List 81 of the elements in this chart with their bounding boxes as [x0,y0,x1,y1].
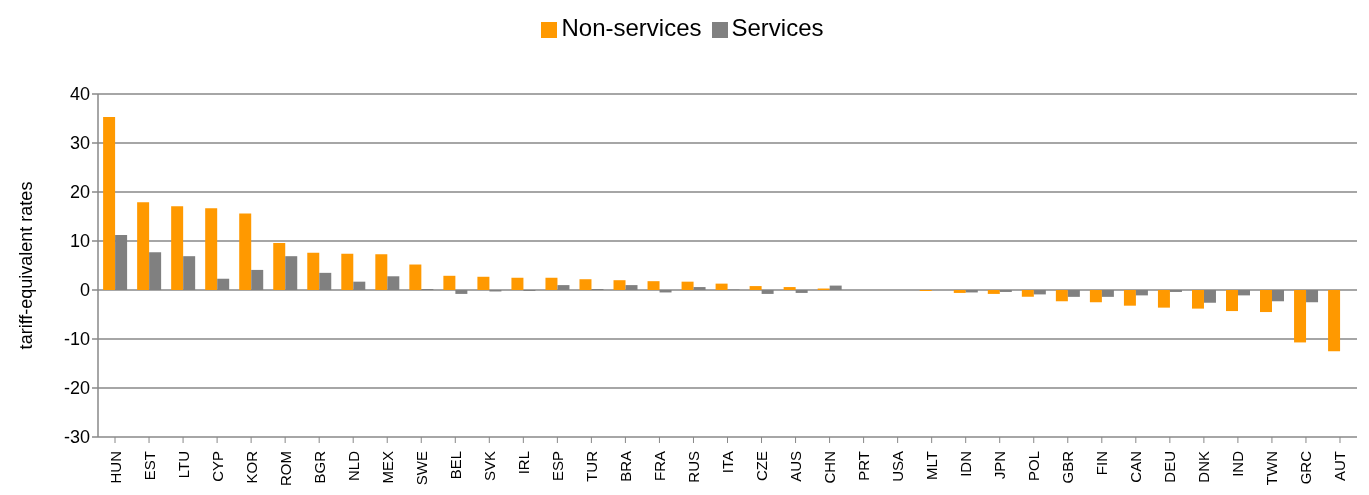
x-tick-label: TUR [582,450,600,482]
x-tick-label: FIN [1093,451,1111,476]
x-tick-label: DNK [1195,451,1213,483]
x-tick-label: HUN [106,451,124,484]
x-tick-label: SWE [412,451,430,486]
bar [953,290,966,293]
bar [137,202,150,290]
x-tick-label: CYP [208,451,226,482]
bar [1157,290,1170,308]
bar [1328,290,1341,352]
x-tick-label: MLT [923,451,941,480]
bar [987,290,1000,294]
y-tick-label: -10 [63,329,90,350]
bar [341,253,354,290]
y-tick-label: 0 [79,280,90,301]
x-tick-label: SVK [480,451,498,482]
bar [1294,290,1307,343]
x-tick-label: IDN [957,451,975,477]
x-tick-label: USA [889,451,907,482]
x-tick-label: NLD [344,450,362,482]
bar [647,281,660,290]
y-tick-label: -20 [63,378,90,399]
x-tick-label: ESP [548,451,566,482]
x-tick-label: JPN [991,451,1009,480]
bar [307,252,320,290]
bar [749,286,762,290]
x-tick-label: ITA [719,451,736,474]
bar [171,206,184,290]
x-tick-label: KOR [242,450,260,484]
y-tick-label: 30 [69,133,90,154]
x-tick-label: POL [1025,451,1043,482]
x-tick-label: IRL [514,451,532,475]
x-tick-label: CZE [753,451,771,481]
bar [239,213,252,290]
x-tick-label: TWN [1263,451,1281,486]
bar [545,277,558,290]
y-tick-label: 40 [69,84,90,105]
bar [1191,290,1204,309]
bar [409,264,422,290]
x-tick-label: LTU [174,451,192,479]
x-tick-label: GRC [1297,450,1315,485]
bar [1260,290,1273,313]
x-tick-label: EST [140,451,158,481]
bar [511,277,524,290]
bar [1123,290,1136,306]
bar [715,283,728,290]
bar [783,287,796,290]
bar [681,281,694,290]
x-tick-label: DEU [1161,451,1179,483]
x-tick-label: PRT [855,451,873,481]
x-tick-label: CAN [1127,451,1145,483]
bar [1021,290,1034,297]
legend-label: Services [731,14,824,41]
x-tick-label: GBR [1059,450,1077,484]
x-tick-label: BGR [310,450,328,484]
y-tick-label: 10 [69,231,90,252]
bar [477,276,490,290]
x-tick-label: CHN [821,451,839,484]
legend-label: Non-services [561,14,702,41]
x-tick-label: MEX [378,451,396,484]
x-tick-label: BEL [446,451,464,480]
bar [443,275,456,290]
y-axis-title: tariff-equivalent rates [16,181,37,350]
bar [103,117,116,290]
y-tick-label: 20 [69,182,90,203]
bar [375,254,388,290]
bar [1226,290,1238,312]
x-tick-label: IND [1229,450,1247,477]
y-tick-label: -30 [63,427,90,448]
x-tick-label: ROM [276,451,294,486]
x-tick-label: AUT [1331,451,1349,481]
x-tick-label: BRA [616,451,634,482]
x-tick-label: AUS [787,451,805,482]
bar [1089,290,1102,303]
bar [205,208,218,290]
x-tick-label: RUS [684,451,702,483]
bar [579,279,592,290]
bar [1055,290,1068,302]
x-tick-label: FRA [650,451,668,481]
bar [613,280,626,290]
bar [273,242,286,290]
